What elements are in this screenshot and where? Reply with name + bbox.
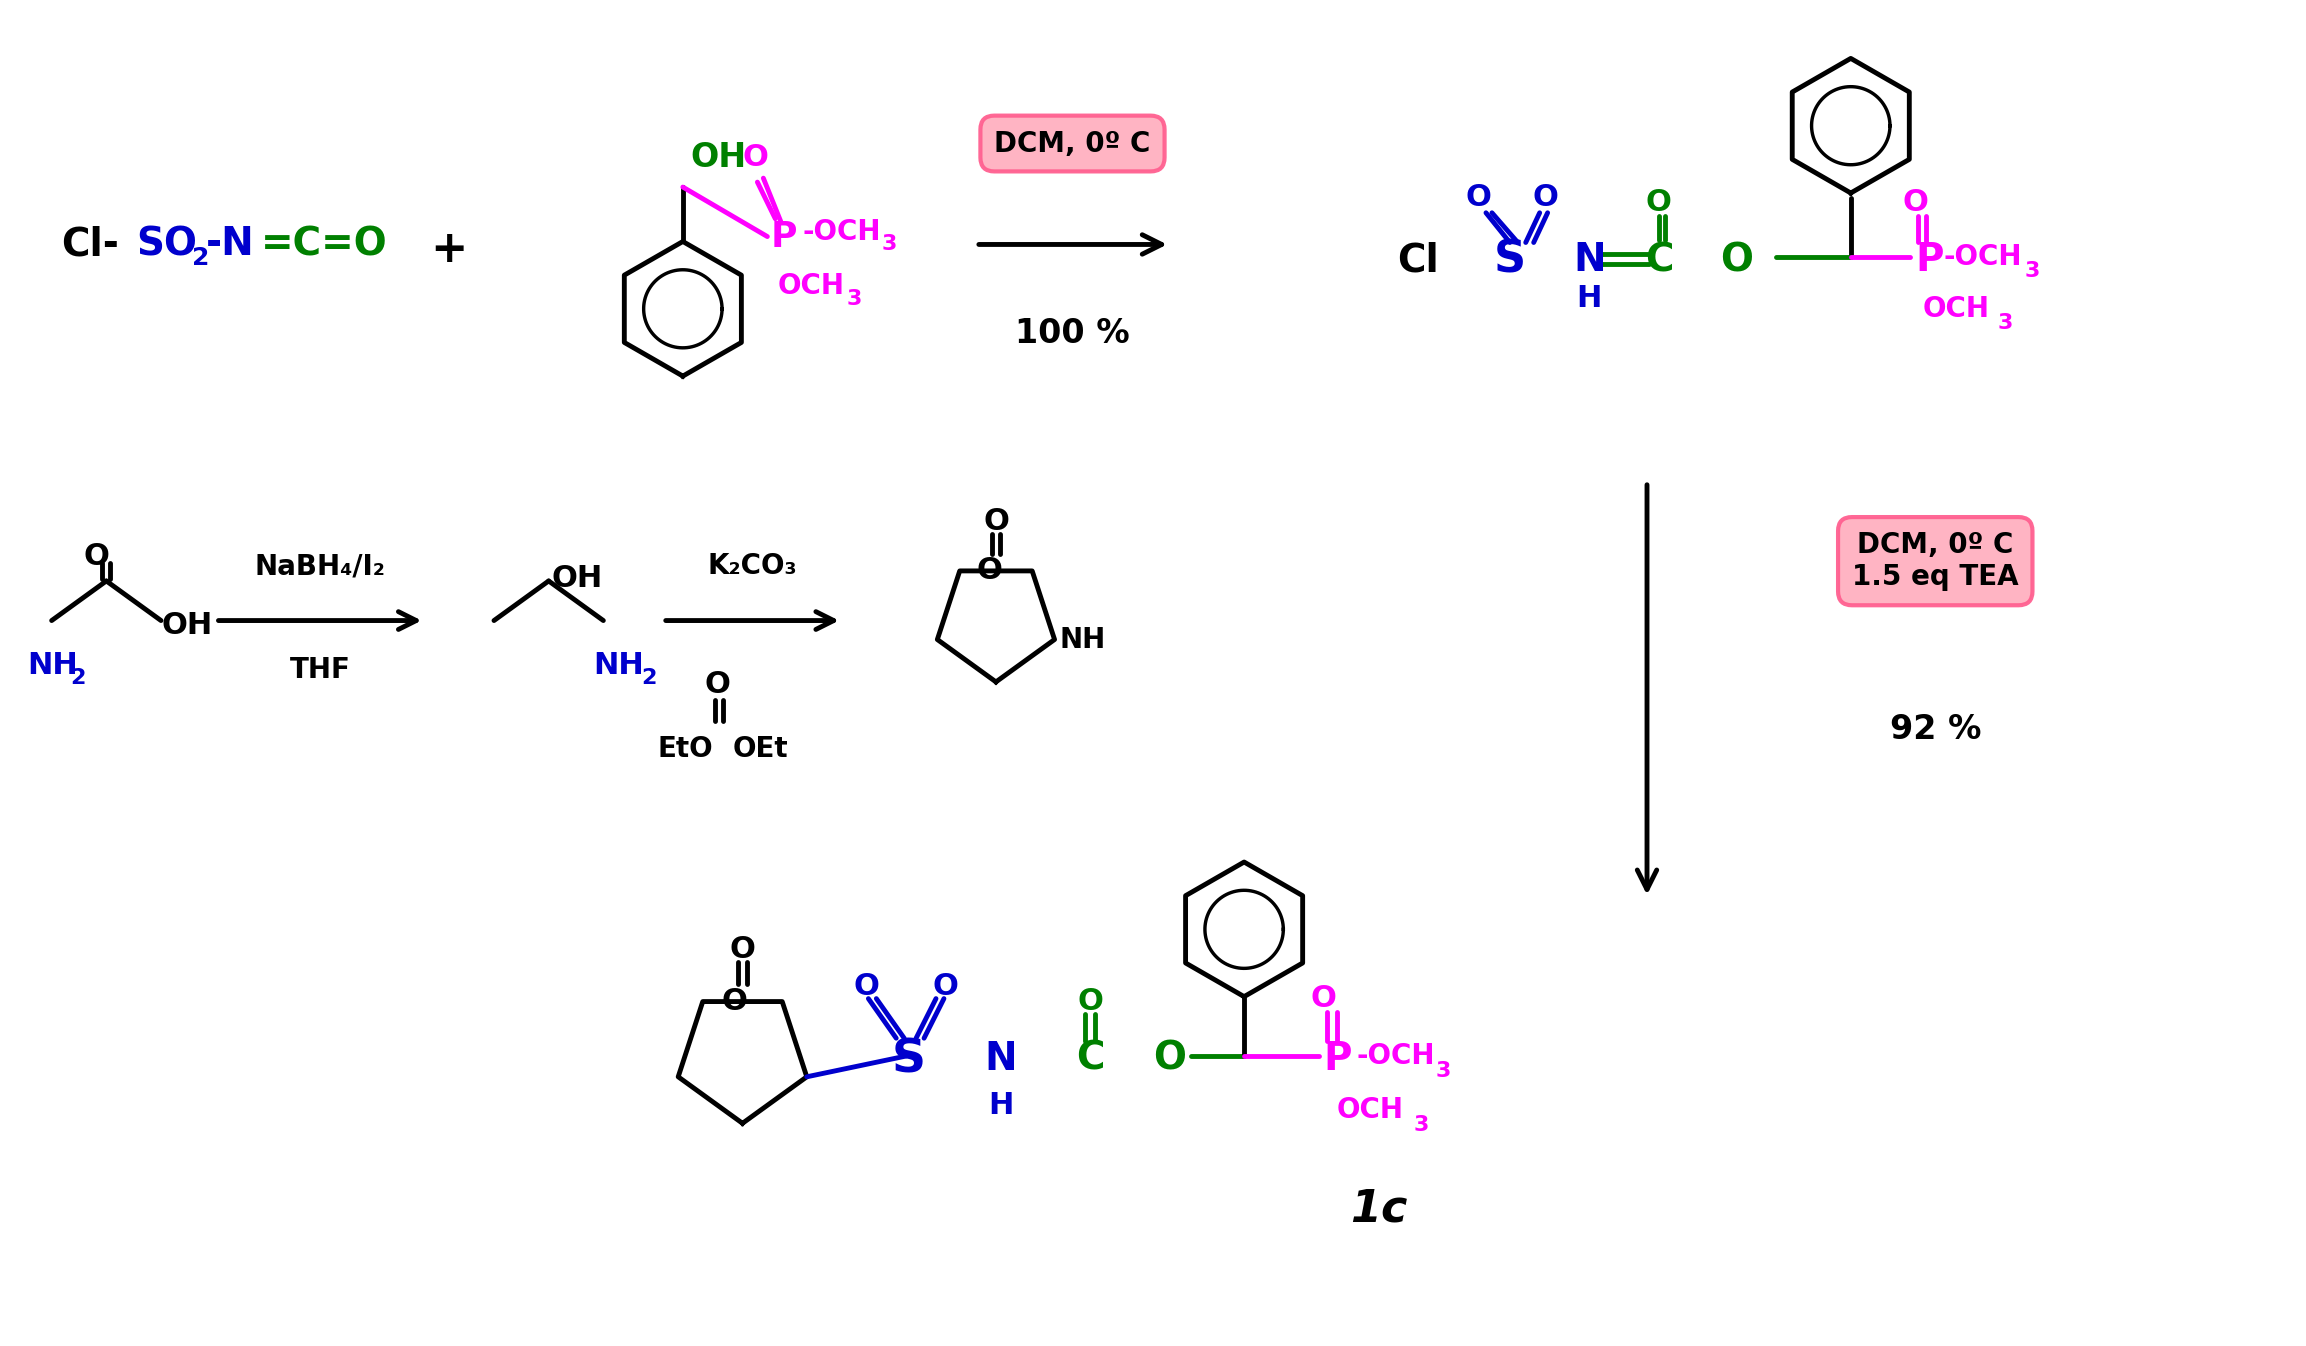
Text: 3: 3: [846, 289, 862, 308]
Text: OCH: OCH: [1923, 295, 1990, 323]
Text: NaBH₄/I₂: NaBH₄/I₂: [254, 552, 385, 580]
Text: -OCH: -OCH: [1356, 1042, 1434, 1070]
Text: 3: 3: [1997, 312, 2013, 332]
Text: O: O: [743, 143, 768, 172]
Text: O: O: [853, 972, 879, 1001]
Text: C: C: [1077, 1040, 1105, 1078]
Text: -OCH: -OCH: [802, 218, 881, 245]
Text: S: S: [1494, 238, 1527, 281]
Text: 100 %: 100 %: [1015, 318, 1130, 350]
Text: O: O: [1464, 183, 1492, 213]
Text: NH: NH: [1058, 626, 1107, 654]
Text: 3: 3: [2025, 261, 2041, 281]
Text: 3: 3: [1414, 1116, 1427, 1135]
Text: OH: OH: [161, 611, 212, 639]
Text: -OCH: -OCH: [1944, 244, 2022, 272]
Text: O: O: [729, 934, 756, 964]
Text: 3: 3: [1437, 1061, 1450, 1081]
Text: SO: SO: [136, 226, 196, 264]
Text: K₂CO₃: K₂CO₃: [708, 552, 798, 580]
Text: OH: OH: [692, 141, 747, 174]
Text: O: O: [1077, 987, 1102, 1016]
Text: +: +: [431, 227, 468, 271]
Text: H: H: [987, 1092, 1012, 1120]
Text: O: O: [722, 987, 747, 1016]
Text: THF: THF: [291, 656, 351, 684]
Text: C: C: [1644, 241, 1674, 280]
Text: O: O: [1533, 183, 1559, 213]
Text: P: P: [1916, 241, 1944, 280]
Text: -N: -N: [205, 226, 254, 264]
Text: P: P: [1324, 1040, 1351, 1078]
Text: OCH: OCH: [1337, 1097, 1404, 1124]
Text: N: N: [1573, 241, 1605, 280]
Text: 2: 2: [191, 246, 210, 271]
Text: H: H: [1577, 284, 1603, 314]
Text: 3: 3: [881, 234, 897, 254]
Text: Cl: Cl: [1397, 241, 1439, 280]
Text: O: O: [706, 670, 731, 700]
Text: S: S: [892, 1038, 927, 1082]
Text: =C=O: =C=O: [261, 226, 387, 264]
Text: O: O: [1902, 188, 1928, 218]
Text: 2: 2: [71, 668, 85, 688]
Text: P: P: [770, 219, 798, 253]
Text: 1c: 1c: [1349, 1189, 1407, 1230]
Text: NH: NH: [593, 650, 643, 680]
Text: 92 %: 92 %: [1889, 713, 1981, 746]
Text: OH: OH: [551, 564, 602, 594]
Text: N: N: [985, 1040, 1017, 1078]
Text: DCM, 0º C: DCM, 0º C: [994, 129, 1151, 157]
Text: O: O: [1646, 188, 1672, 218]
Text: NH: NH: [28, 650, 78, 680]
Text: DCM, 0º C
1.5 eq TEA: DCM, 0º C 1.5 eq TEA: [1852, 530, 2018, 591]
Text: OEt: OEt: [733, 735, 789, 763]
Text: O: O: [1153, 1040, 1185, 1078]
Text: O: O: [1310, 984, 1337, 1014]
Text: 2: 2: [641, 668, 657, 688]
Text: O: O: [975, 556, 1003, 586]
Text: O: O: [982, 507, 1010, 536]
Text: Cl-: Cl-: [62, 226, 120, 264]
Text: EtO: EtO: [657, 735, 713, 763]
Text: OCH: OCH: [777, 272, 844, 300]
Text: O: O: [934, 972, 959, 1001]
Text: O: O: [1720, 241, 1753, 280]
Text: O: O: [83, 541, 108, 571]
